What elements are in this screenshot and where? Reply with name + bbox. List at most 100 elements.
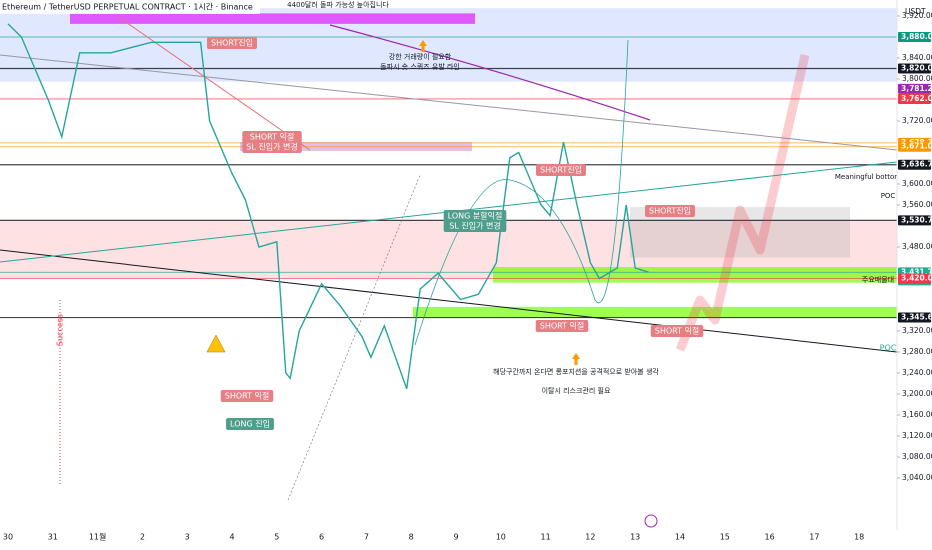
price-label-bg <box>898 83 931 94</box>
annotation-text: SHORT진입 <box>649 206 691 216</box>
annotation: LONG 진입 <box>226 418 274 430</box>
y-tick-label: 3,040.00 <box>902 473 932 482</box>
x-tick-label: 13 <box>630 533 640 542</box>
y-tick-label: 3,560.00 <box>902 200 932 209</box>
annotation: Success <box>56 314 65 346</box>
y-tick-label: 3,600.00 <box>902 179 932 188</box>
x-tick-label: 3 <box>185 533 190 542</box>
price-label-bg <box>898 63 931 74</box>
annotation-text: SHORT 익절 <box>250 132 295 142</box>
x-tick-label: 11 <box>541 533 551 542</box>
price-label-bg <box>898 32 931 42</box>
title-bg <box>0 0 260 14</box>
annotation-text: POC <box>880 344 897 353</box>
annotation-text: SHORT진입 <box>211 38 253 48</box>
annotation-text: LONG 진입 <box>230 419 270 429</box>
annotation-text: 강한 거래량이 필요함 <box>389 52 452 61</box>
x-tick-label: 9 <box>453 533 458 542</box>
price-label-bg <box>898 273 931 284</box>
arrow <box>572 353 580 365</box>
price-label: 3,420.00 <box>901 274 932 283</box>
annotation: SHORT 익절 <box>220 390 274 402</box>
y-tick-label: 3,240.00 <box>902 368 932 377</box>
annotation-text: SHORT 익절 <box>655 326 700 336</box>
annotation: 주요매물대 <box>862 276 894 284</box>
x-tick-label: 15 <box>720 533 730 542</box>
annotation-text: SHORT진입 <box>540 165 582 175</box>
annotation: SHORT 익절 <box>650 325 704 337</box>
price-label-bg <box>898 141 931 152</box>
warning-icon <box>206 334 226 353</box>
unit-label: USDT <box>905 7 926 16</box>
annotation-box <box>242 131 302 153</box>
annotation-box <box>645 205 695 217</box>
annotation: 이탈시 리스크관리 필요 <box>542 386 611 395</box>
price-label-bg <box>898 312 931 323</box>
x-tick-label: 5 <box>274 533 279 542</box>
x-tick-label: 14 <box>675 533 685 542</box>
price-label: 3,431.76 <box>901 267 932 276</box>
y-tick-label: 3,160.00 <box>902 410 932 419</box>
annotation: SHORT진입 <box>207 37 257 49</box>
price-label-bg <box>898 215 931 226</box>
y-tick-label: 3,200.00 <box>902 389 932 398</box>
annotation-text: SHORT 익절 <box>225 391 270 401</box>
moving-average <box>329 24 651 121</box>
annotation-box <box>220 390 274 402</box>
annotation: 해당구간까지 온다면 롱포지션을 공격적으로 받아볼 생각 <box>493 367 659 376</box>
annotation-text: Meaningful bottom <box>835 173 901 181</box>
y-tick-label: 3,920.00 <box>902 11 932 20</box>
y-tick-label: 3,280.00 <box>902 347 932 356</box>
annotation-text: SL 진입가 변경 <box>246 142 297 152</box>
annotation-text: 돌파시 숏 스퀴즈 유발 라인 <box>380 62 460 71</box>
zone <box>413 306 897 318</box>
y-tick-label: 3,320.00 <box>902 326 932 335</box>
annotation-box <box>226 418 274 430</box>
annotation-box <box>443 210 507 232</box>
price-label: 3,530.77 <box>901 215 932 224</box>
forecast-path <box>675 53 810 352</box>
x-tick-label: 6 <box>319 533 324 542</box>
x-tick-label: 31 <box>48 533 58 542</box>
price-label: 3,345.60 <box>901 313 932 322</box>
x-tick-label: 10 <box>496 533 506 542</box>
y-tick-label: 3,120.00 <box>902 431 932 440</box>
x-tick-label: 12 <box>585 533 595 542</box>
price-label: 3,762.02 <box>901 94 932 103</box>
projection-line <box>287 174 421 501</box>
annotation-text: 이탈시 리스크관리 필요 <box>542 386 611 395</box>
x-tick-label: 17 <box>809 533 819 542</box>
y-tick-label: 3,840.00 <box>902 53 932 62</box>
annotation-box <box>535 320 589 332</box>
event-icon <box>644 514 658 528</box>
zone <box>493 266 897 283</box>
annotation-box <box>207 37 257 49</box>
annotation-text: LONG 분할익절 <box>448 211 503 221</box>
annotation: SHORT 익절 <box>535 320 589 332</box>
projection-curve <box>414 39 629 346</box>
price-label: 3,636.73 <box>901 160 932 169</box>
y-tick-label: 3,720.00 <box>902 116 932 125</box>
y-tick-label: 3,080.00 <box>902 452 932 461</box>
annotation-text: 주요매물대 <box>862 276 894 284</box>
arrow <box>419 40 427 52</box>
chart-title: Ethereum / TetherUSD PERPETUAL CONTRACT … <box>2 2 253 12</box>
zone <box>70 13 475 24</box>
y-tick-label: 3,800.00 <box>902 74 932 83</box>
trend-line <box>119 17 311 151</box>
price-label: 3,781.24 <box>901 84 932 93</box>
annotation: SHORT진입 <box>536 164 586 176</box>
x-tick-label: 2 <box>140 533 145 542</box>
trend-line <box>0 54 898 151</box>
price-label: 3,880.00 <box>901 32 932 41</box>
x-tick-label: 16 <box>765 533 775 542</box>
annotation-text: Success <box>56 314 65 346</box>
x-tick-label: 4 <box>229 533 234 542</box>
x-tick-label: 8 <box>409 533 414 542</box>
annotation: 4400달러 돌파 가능성 높아집니다 <box>287 0 389 9</box>
annotation-box <box>536 164 586 176</box>
